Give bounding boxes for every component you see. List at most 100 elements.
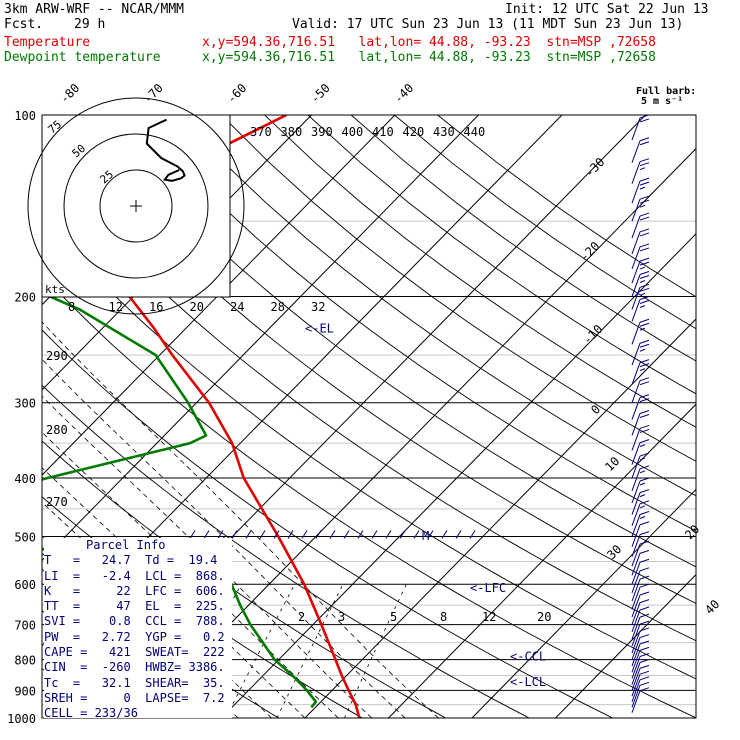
level-hatch-mark [203, 530, 210, 539]
wind-barb-staff [631, 616, 641, 640]
level-hatch-mark [217, 530, 224, 539]
isotherm-label: -50 [308, 81, 333, 106]
level-hatch-mark [259, 530, 266, 539]
wind-barb-flag [639, 271, 650, 275]
dry-adiabat-label: 32 [311, 300, 325, 314]
wind-barb-flag [639, 118, 650, 123]
dry-adiabat-label: 28 [271, 300, 285, 314]
forecast-hour: 29 h [74, 17, 106, 32]
dry-adiabat-side-label: 290 [46, 349, 68, 363]
wind-barb-flag [639, 195, 650, 200]
dewpoint-legend-info: x,y=594.36,716.51 lat,lon= 44.88, -93.23… [202, 50, 656, 65]
wind-barb-half-flag [639, 204, 646, 208]
wind-barb-staff [631, 630, 641, 654]
isotherm-line [555, 573, 696, 718]
wind-barb-staff [631, 362, 641, 385]
level-marker-label: M [422, 529, 429, 543]
wind-barb-staff [631, 343, 641, 366]
wind-barb-half-flag [639, 186, 646, 190]
wind-barb-flag [639, 296, 650, 300]
dry-adiabat-label: 12 [109, 300, 123, 314]
mixing-ratio-line [276, 584, 344, 718]
dry-adiabat-line [307, 115, 696, 395]
mixing-ratio-label: 8 [440, 610, 447, 624]
pressure-tick-label: 800 [14, 654, 36, 668]
wind-barb-flag [639, 670, 650, 675]
wind-barb-flag [639, 212, 650, 217]
dry-adiabat-side-label: 280 [46, 423, 68, 437]
dry-adiabat-label: 24 [230, 300, 244, 314]
plot-frame [41, 114, 697, 719]
wind-barb-staff [631, 662, 641, 685]
theta-e-label: 380 [281, 125, 303, 139]
wind-barb-flag [639, 287, 650, 292]
init-time: Init: 12 UTC Sat 22 Jun 13 [505, 2, 709, 17]
wind-barb-staff [631, 140, 641, 163]
dewpoint-legend-name: Dewpoint temperature [4, 50, 161, 65]
moist-adiabat-line [42, 395, 373, 718]
level-marker-label: <-CCL [510, 650, 546, 664]
isotherm-label: 10 [602, 454, 622, 474]
wind-barb-staff [631, 322, 641, 345]
wind-barb-staff [631, 643, 641, 667]
level-marker-label: <-LCL [510, 675, 546, 689]
parcel-info-row: PW = 2.72 YGP = 0.2 [44, 629, 225, 644]
wind-barb-flag [639, 275, 650, 279]
level-hatch-mark [455, 530, 462, 539]
wind-barb-staff [631, 594, 641, 618]
wind-barb-flag [639, 489, 650, 494]
wind-barb-staff [631, 442, 641, 465]
parcel-info-row: SREH = 0 LAPSE= 7.2 [44, 690, 225, 705]
model-title: 3km ARW-WRF -- NCAR/MMM [4, 2, 185, 17]
wind-barb-flag [639, 531, 650, 536]
level-hatch-mark [231, 530, 238, 539]
wind-barb-staff [631, 287, 641, 310]
parcel-info-row: TT = 47 EL = 225. [44, 599, 225, 614]
wind-barb-flag [639, 664, 650, 669]
wind-barb-staff [631, 656, 641, 679]
wind-barb-staff [631, 260, 641, 284]
wind-barb-flag [639, 398, 650, 403]
mixing-ratio-label: 3 [338, 610, 345, 624]
level-hatch-mark [329, 530, 336, 539]
wind-barb-flag [639, 283, 650, 288]
wind-barb-flag [639, 558, 650, 563]
hodograph-ring [63, 133, 209, 279]
wind-barb-flag [639, 676, 650, 681]
isotherm-line [471, 488, 696, 718]
wind-barb-half-flag [639, 292, 646, 296]
theta-e-label: 420 [403, 125, 425, 139]
wind-barb-flag [639, 439, 650, 444]
wind-barb-flag [639, 465, 650, 470]
wind-barb-staff [631, 553, 641, 576]
wind-barb-flag [639, 377, 650, 382]
wind-barb-flag [639, 511, 650, 515]
isotherm-label: -20 [577, 239, 602, 264]
wind-barb-flag [639, 177, 650, 182]
wind-barb-flag [639, 414, 650, 418]
isotherm-label: 40 [702, 597, 722, 617]
parcel-info-row: Tc = 32.1 SHEAR= 35. [44, 675, 225, 690]
wind-barb-staff [631, 117, 641, 141]
wind-barb-staff [631, 650, 641, 673]
level-hatch-mark [315, 530, 322, 539]
wind-barb-staff [631, 455, 641, 479]
wind-barb-staff [631, 299, 641, 322]
dry-adiabat-line [134, 115, 696, 532]
parcel-info-box: Parcel Info T = 24.7 Td = 19.4 LI = -2.4… [44, 538, 232, 720]
isotherm-label: -10 [580, 322, 605, 347]
level-hatch-mark [371, 530, 378, 539]
forecast-label: Fcst. [4, 17, 44, 32]
wind-barb-half-flag [639, 505, 646, 509]
isotherm-label: -60 [224, 81, 249, 106]
wind-barb-half-flag [639, 516, 646, 519]
wind-barb-half-flag [639, 266, 646, 270]
wind-barb-staff [631, 543, 641, 567]
mixing-ratio-label: 20 [537, 610, 551, 624]
dry-adiabat-line [42, 329, 613, 718]
wind-barb-flag [639, 591, 650, 596]
wind-barb-flag [639, 257, 650, 262]
parcel-info-row: CIN = -260 HWBZ= 3386. [44, 660, 225, 675]
level-hatch-mark [413, 530, 420, 539]
